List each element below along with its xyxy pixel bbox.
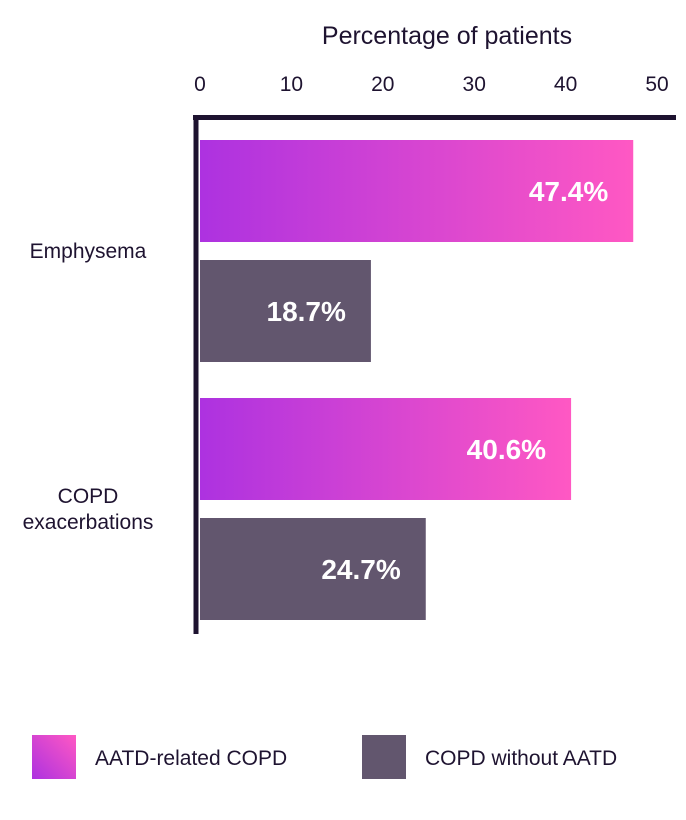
category-label: Emphysema	[30, 240, 147, 263]
bar	[200, 140, 634, 242]
category-labels: Emphysema COPD exacerbations	[23, 240, 154, 534]
bar-data-label: 24.7%	[321, 554, 400, 585]
bar	[200, 260, 371, 362]
legend-label: COPD without AATD	[425, 747, 617, 770]
x-tick-label: 40	[554, 73, 577, 96]
legend: AATD-related COPD COPD without AATD	[32, 735, 617, 779]
x-axis-ticks: 0 10 20 30 40 50	[194, 73, 669, 96]
x-axis-title: Percentage of patients	[322, 22, 572, 50]
x-tick-label: 20	[371, 73, 394, 96]
legend-swatch	[32, 735, 76, 779]
x-tick-label: 0	[194, 73, 206, 96]
legend-swatch	[362, 735, 406, 779]
x-tick-label: 30	[463, 73, 486, 96]
bar	[200, 518, 426, 620]
bar	[200, 398, 572, 500]
category-label: exacerbations	[23, 511, 154, 534]
category-label: COPD	[58, 485, 119, 508]
bar-data-label: 47.4%	[529, 176, 608, 207]
bar-data-label: 18.7%	[267, 296, 346, 327]
legend-label: AATD-related COPD	[95, 747, 287, 770]
bars: 47.4% 18.7% 40.6% 24.7%	[200, 140, 634, 620]
x-tick-label: 50	[645, 73, 668, 96]
bar-data-label: 40.6%	[467, 434, 546, 465]
x-tick-label: 10	[280, 73, 303, 96]
